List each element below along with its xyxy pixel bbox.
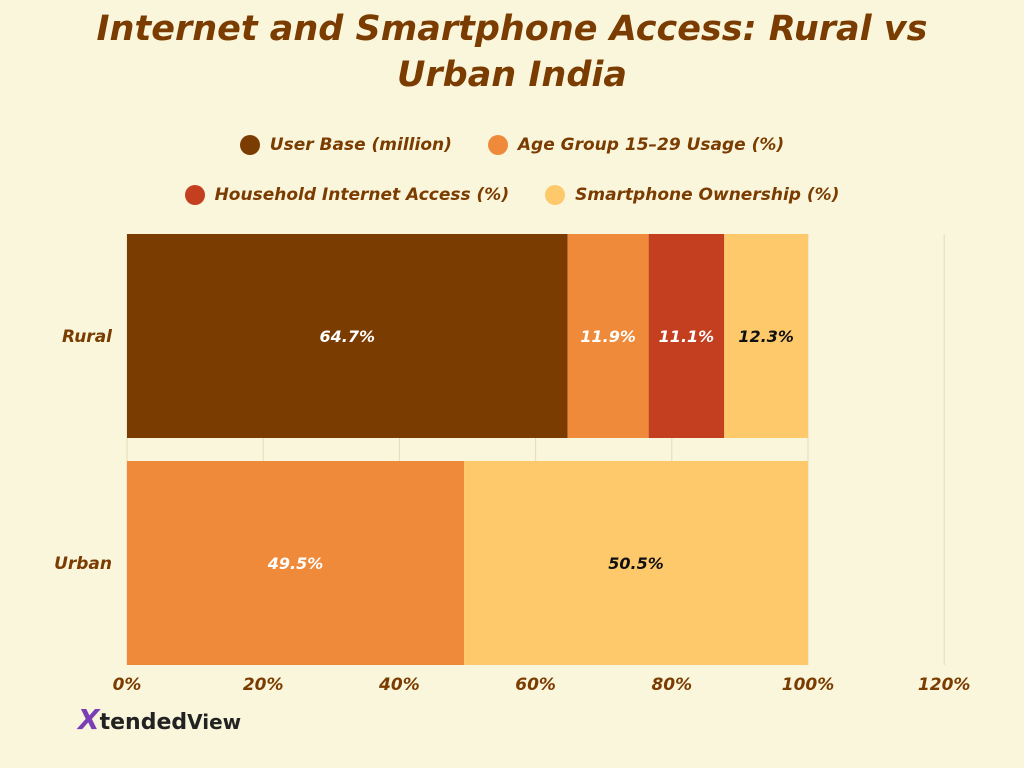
bar-segment — [648, 234, 725, 438]
x-tick-label: 0% — [113, 675, 142, 695]
x-tick-label: 60% — [515, 675, 556, 695]
x-tick-label: 20% — [243, 675, 284, 695]
legend-label: User Base (million) — [269, 135, 452, 155]
legend-item[interactable]: Age Group 15–29 Usage (%) — [487, 135, 785, 155]
data-label: 50.5% — [608, 554, 664, 573]
data-label: 64.7% — [320, 327, 376, 346]
x-tick-label: 40% — [378, 675, 420, 695]
legend-swatch — [184, 185, 205, 205]
bar-segment — [127, 234, 568, 438]
bar-segment — [567, 234, 649, 438]
data-label: 49.5% — [267, 554, 324, 573]
xtendedview-logo: XtendedView — [78, 703, 242, 736]
legend-label: Age Group 15–29 Usage (%) — [517, 135, 785, 155]
bar-segment — [464, 461, 808, 665]
legend-swatch — [487, 135, 508, 155]
legend-item[interactable]: User Base (million) — [239, 135, 452, 155]
x-tick-label: 80% — [651, 675, 692, 695]
legend-swatch — [545, 185, 566, 205]
bar-segment — [724, 234, 808, 438]
x-tick-label: 100% — [782, 675, 835, 695]
y-category-label: Urban — [54, 554, 112, 574]
y-category-label: Rural — [62, 327, 113, 347]
legend-row-2: Household Internet Access (%) Smartphone … — [0, 185, 1024, 205]
data-label: 11.1% — [659, 327, 715, 346]
legend-swatch — [239, 135, 260, 155]
legend-row-1: User Base (million) Age Group 15–29 Usage… — [0, 135, 1024, 155]
legend-item[interactable]: Smartphone Ownership (%) — [545, 185, 839, 205]
data-label: 12.3% — [738, 327, 794, 346]
bar-segment — [127, 461, 465, 665]
chart-title: Internet and Smartphone Access: Rural vs… — [96, 9, 928, 95]
legend-label: Household Internet Access (%) — [214, 185, 510, 205]
legend-label: Smartphone Ownership (%) — [575, 185, 840, 205]
legend-item[interactable]: Household Internet Access (%) — [184, 185, 510, 205]
data-label: 11.9% — [580, 327, 636, 346]
x-tick-label: 120% — [918, 675, 971, 695]
